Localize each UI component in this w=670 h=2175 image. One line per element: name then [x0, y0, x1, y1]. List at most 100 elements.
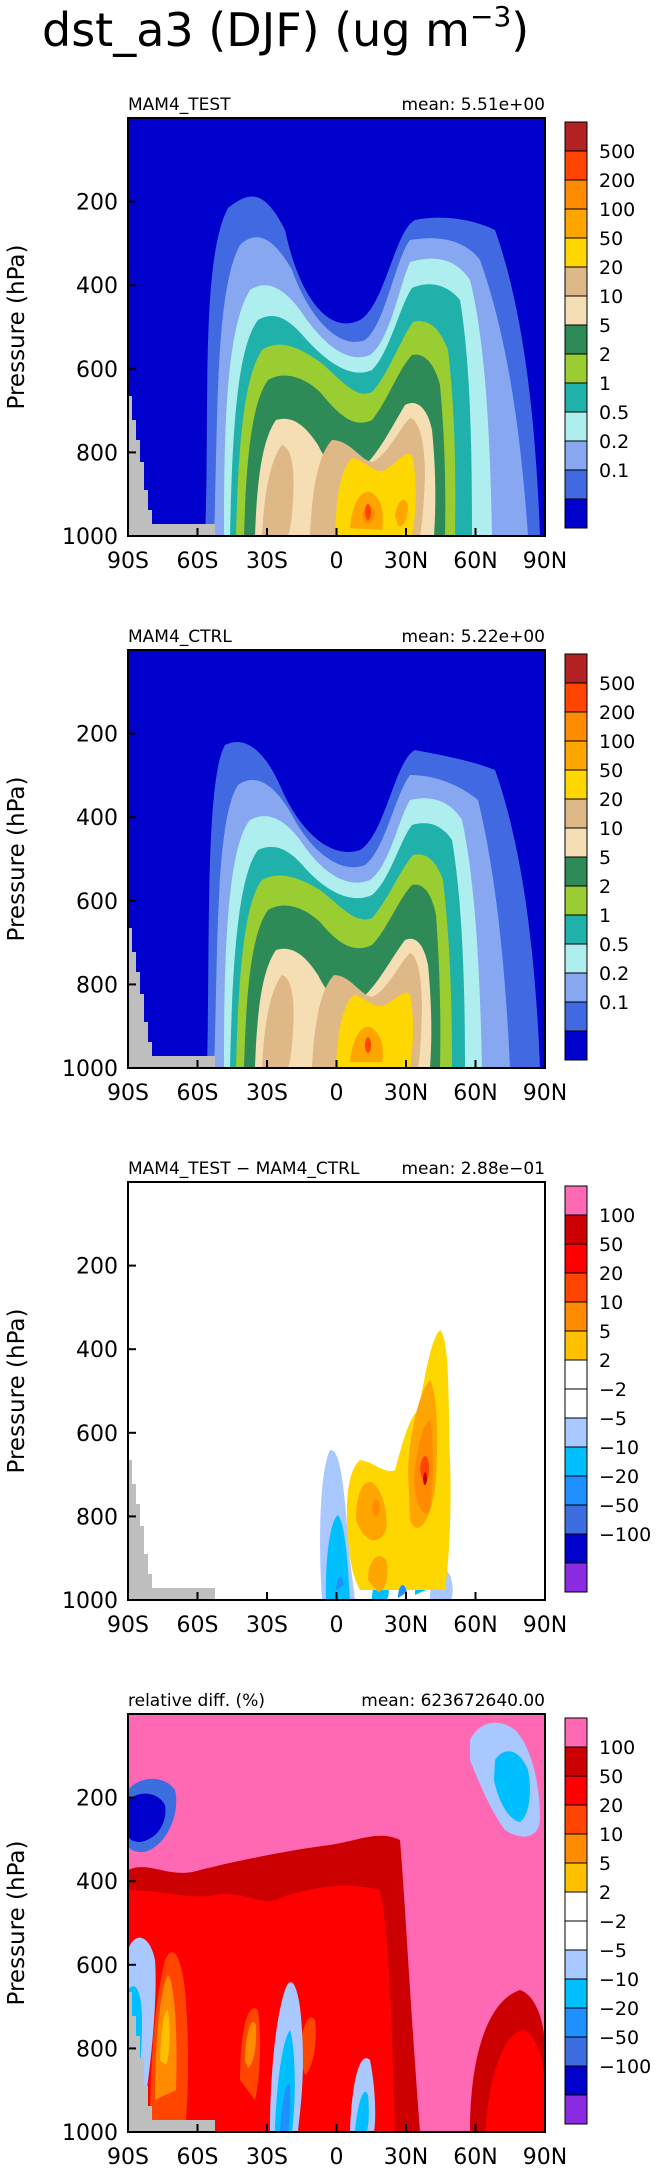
colorbar-label: 20 — [599, 1263, 623, 1285]
colorbar-swatch — [564, 1949, 588, 1980]
colorbar: 100 50 20 10 5 2 −2 −5 −10 −20 −50 −100 — [564, 1185, 651, 1593]
colorbar-label: 5 — [599, 1321, 611, 1343]
colorbar-swatch — [564, 1746, 588, 1777]
contour-pos-5 — [356, 1380, 438, 1592]
y-tick-label: 1000 — [62, 1589, 118, 1614]
x-tick-label: 90S — [107, 549, 149, 574]
colorbar-label: 0.1 — [599, 460, 629, 482]
colorbar-label: 50 — [599, 228, 623, 250]
colorbar-swatch — [564, 1214, 588, 1245]
colorbar-swatch — [564, 1388, 588, 1419]
contour-field-test — [128, 118, 545, 536]
colorbar-swatch — [564, 682, 588, 713]
y-tick-label: 1000 — [62, 1057, 118, 1082]
colorbar-label: 500 — [599, 673, 635, 695]
colorbar-label: −2 — [599, 1379, 627, 1401]
colorbar-swatch — [564, 382, 588, 413]
colorbar-label: −2 — [599, 1911, 627, 1933]
colorbar-swatch — [564, 1301, 588, 1332]
colorbar-swatch — [564, 1475, 588, 1506]
colorbar-swatch — [564, 1243, 588, 1274]
colorbar-label: −50 — [599, 2027, 639, 2049]
x-tick-label: 30N — [384, 549, 428, 574]
y-tick-label: 800 — [76, 441, 118, 466]
contour-neg-5-ne — [494, 1751, 530, 1822]
colorbar-swatch — [564, 469, 588, 500]
colorbar-swatch — [564, 353, 588, 384]
colorbar-label: 50 — [599, 1234, 623, 1256]
colorbar-swatch — [564, 914, 588, 945]
colorbar-swatch — [564, 179, 588, 210]
colorbar-swatch — [564, 440, 588, 471]
colorbar-label: 50 — [599, 1766, 623, 1788]
y-tick-label: 1000 — [62, 2121, 118, 2146]
y-axis-label-test: Pressure (hPa) — [4, 245, 30, 410]
y-tick-label: 400 — [76, 274, 118, 299]
colorbar-swatch — [564, 2036, 588, 2067]
colorbar-label: 2 — [599, 1882, 611, 1904]
x-tick-label: 30N — [384, 1613, 428, 1638]
x-tick-label: 30S — [246, 549, 288, 574]
colorbar-swatch — [564, 324, 588, 355]
y-axis-label-rel: Pressure (hPa) — [4, 1841, 30, 2006]
y-tick-label: 400 — [76, 1338, 118, 1363]
colorbar-swatch — [564, 1833, 588, 1864]
figure-title: dst_a3 (DJF) (ug m−3) — [42, 0, 529, 57]
x-tick-label: 90N — [523, 2145, 567, 2170]
colorbar-swatch — [564, 1359, 588, 1390]
contour-pos-2 — [160, 2010, 170, 2065]
y-tick-label: 200 — [76, 1787, 118, 1812]
x-tick-label: 60N — [453, 2145, 497, 2170]
y-tick-label: 800 — [76, 973, 118, 998]
y-tick-label: 200 — [76, 191, 118, 216]
y-tick-label: 800 — [76, 1505, 118, 1530]
x-tick-label: 30S — [246, 1613, 288, 1638]
x-tick-label: 0 — [330, 1613, 344, 1638]
colorbar-label: 10 — [599, 1292, 623, 1314]
colorbar-label: 100 — [599, 199, 635, 221]
colorbar-swatch — [564, 1717, 588, 1748]
colorbar-label: 200 — [599, 702, 635, 724]
land-mask — [128, 1460, 215, 1600]
colorbar: 100 50 20 10 5 2 −2 −5 −10 −20 −50 −100 — [564, 1717, 651, 2125]
x-tick-label: 60S — [177, 1613, 219, 1638]
x-tick-label: 30S — [246, 1081, 288, 1106]
contour-max — [365, 504, 371, 520]
colorbar-label: −20 — [599, 1998, 639, 2020]
panel-difference: MAM4_TEST − MAM4_CTRL mean: 2.88e−01 Pre… — [4, 1159, 651, 1638]
contour-field-rel — [128, 1714, 545, 2132]
y-tick-label: 600 — [76, 358, 118, 383]
colorbar-label: 5 — [599, 315, 611, 337]
panel-mean-label-rel: mean: 623672640.00 — [361, 1691, 545, 1711]
panel-left-label-rel: relative diff. (%) — [128, 1691, 265, 1711]
y-axis-label-ctrl: Pressure (hPa) — [4, 777, 30, 942]
colorbar-swatch — [564, 769, 588, 800]
colorbar-swatch — [564, 711, 588, 742]
x-tick-label: 60N — [453, 1081, 497, 1106]
contour-field-diff — [128, 1182, 545, 1600]
colorbar-swatch — [564, 1978, 588, 2009]
y-tick-label: 600 — [76, 890, 118, 915]
colorbar-label: 200 — [599, 170, 635, 192]
contour-pos-10 — [372, 1420, 433, 1517]
colorbar-label: 5 — [599, 847, 611, 869]
contour-neg-2 — [128, 1937, 376, 2132]
colorbar-swatch — [564, 1272, 588, 1303]
colorbar-label: 1 — [599, 373, 611, 395]
colorbar-swatch — [564, 1804, 588, 1835]
colorbar-swatch — [564, 1920, 588, 1951]
colorbar-label: 50 — [599, 760, 623, 782]
x-tick-label: 60S — [177, 549, 219, 574]
y-tick-label: 600 — [76, 1422, 118, 1447]
colorbar-swatch — [564, 1562, 588, 1593]
colorbar-swatch — [564, 856, 588, 887]
colorbar-label: 20 — [599, 257, 623, 279]
y-tick-label: 600 — [76, 1954, 118, 1979]
colorbar-swatch — [564, 237, 588, 268]
contour-neg-10 — [336, 1576, 407, 1598]
colorbar-label: 100 — [599, 1205, 635, 1227]
x-tick-label: 30N — [384, 1081, 428, 1106]
colorbar-swatch — [564, 1891, 588, 1922]
x-tick-label: 30N — [384, 2145, 428, 2170]
